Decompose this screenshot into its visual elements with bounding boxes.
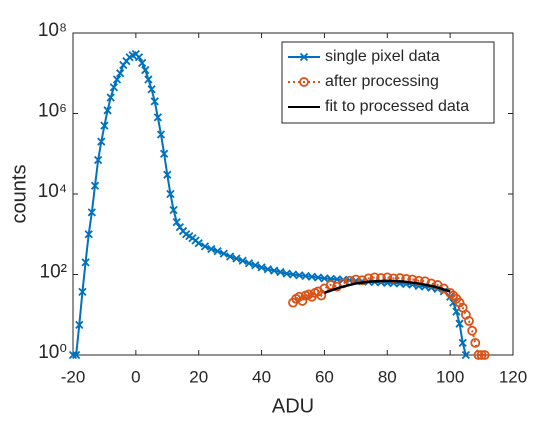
marker xyxy=(138,58,147,68)
marker xyxy=(470,337,481,348)
marker xyxy=(282,269,291,278)
marker xyxy=(166,189,175,199)
marker xyxy=(244,259,254,268)
x-tick-label: 40 xyxy=(252,367,271,386)
marker xyxy=(150,97,159,106)
marker xyxy=(219,249,228,258)
x-tick-label: 100 xyxy=(436,367,464,386)
marker xyxy=(169,205,178,215)
x-tick-label: 80 xyxy=(378,367,397,386)
marker xyxy=(207,244,216,254)
marker xyxy=(251,261,260,270)
y-axis-label: counts xyxy=(8,165,30,224)
legend-label: single pixel data xyxy=(325,48,440,65)
marker xyxy=(413,275,424,286)
marker xyxy=(307,272,316,281)
series-line xyxy=(324,279,451,295)
marker xyxy=(276,267,285,277)
marker xyxy=(156,130,166,139)
marker xyxy=(461,350,470,360)
marker xyxy=(160,149,169,158)
x-tick-label: -20 xyxy=(61,367,86,386)
marker xyxy=(172,217,181,227)
x-tick-label: 0 xyxy=(131,367,140,386)
marker xyxy=(476,350,487,360)
x-axis-label: ADU xyxy=(272,395,314,417)
marker xyxy=(270,266,279,275)
marker xyxy=(87,208,96,217)
marker xyxy=(103,106,112,115)
marker xyxy=(473,350,484,360)
marker xyxy=(226,252,235,261)
legend-label: fit to processed data xyxy=(325,98,469,115)
marker xyxy=(97,137,106,146)
y-tick-label: 10⁸ xyxy=(38,20,67,41)
marker xyxy=(106,93,115,102)
legend-marker xyxy=(299,52,309,62)
marker xyxy=(194,239,203,248)
marker xyxy=(295,271,304,280)
marker xyxy=(357,275,368,286)
marker xyxy=(388,273,399,284)
marker xyxy=(75,320,84,330)
marker xyxy=(141,65,150,75)
marker xyxy=(90,181,100,190)
marker xyxy=(134,53,144,62)
marker xyxy=(153,113,162,122)
marker xyxy=(314,273,323,282)
marker xyxy=(72,350,81,360)
marker xyxy=(238,256,247,265)
marker xyxy=(147,85,156,94)
marker xyxy=(81,258,90,267)
y-tick-label: 10⁰ xyxy=(38,342,67,363)
marker xyxy=(301,271,310,281)
x-tick-label: 120 xyxy=(499,367,527,386)
marker xyxy=(78,287,87,297)
marker xyxy=(467,325,478,336)
marker xyxy=(263,265,272,274)
marker xyxy=(458,338,467,348)
y-tick-label: 10⁶ xyxy=(38,101,67,122)
y-tick-label: 10² xyxy=(40,262,67,283)
marker xyxy=(84,230,93,239)
legend-label: after processing xyxy=(325,73,439,90)
marker xyxy=(479,350,490,360)
marker xyxy=(116,69,125,78)
marker xyxy=(426,278,437,289)
marker xyxy=(455,319,464,328)
marker xyxy=(232,254,241,263)
x-tick-label: 60 xyxy=(315,367,334,386)
marker xyxy=(112,75,122,84)
marker xyxy=(213,247,222,256)
marker xyxy=(144,75,153,84)
marker xyxy=(200,242,210,251)
marker xyxy=(325,280,336,290)
marker xyxy=(68,350,78,360)
x-tick-label: 20 xyxy=(189,367,208,386)
marker xyxy=(109,83,118,92)
legend-box xyxy=(281,41,495,124)
marker xyxy=(163,170,172,179)
y-tick-label: 10⁴ xyxy=(38,181,67,202)
marker xyxy=(94,155,103,165)
marker xyxy=(464,316,474,326)
marker xyxy=(257,263,266,272)
legend-marker xyxy=(299,77,309,87)
marker xyxy=(100,121,109,130)
